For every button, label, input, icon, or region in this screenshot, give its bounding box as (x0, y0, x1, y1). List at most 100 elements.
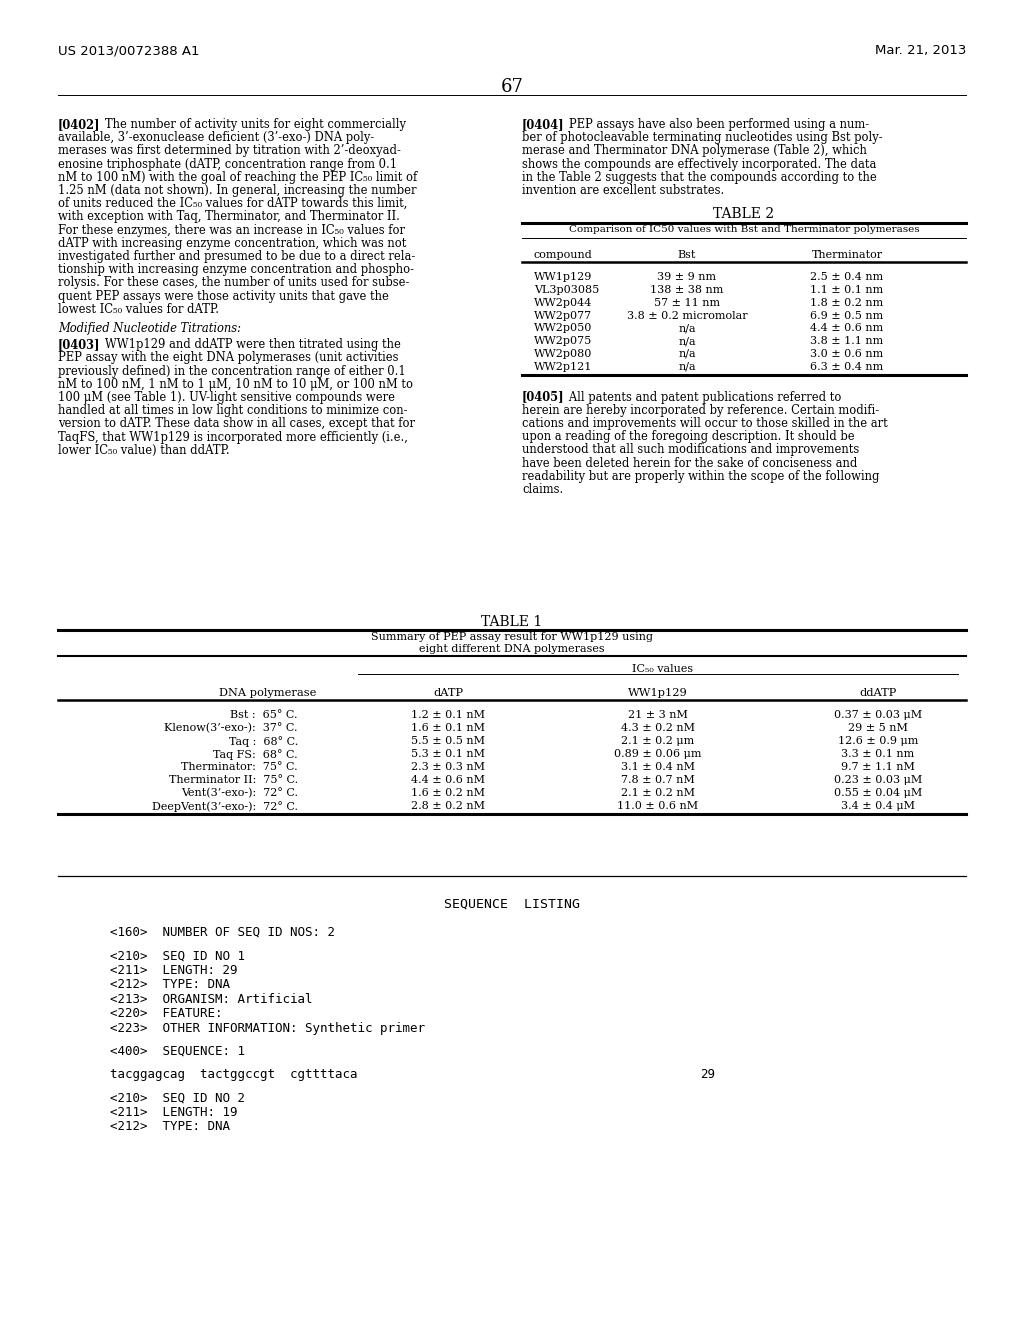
Text: 9.7 ± 1.1 nM: 9.7 ± 1.1 nM (841, 762, 914, 772)
Text: Bst: Bst (678, 251, 696, 260)
Text: 3.1 ± 0.4 nM: 3.1 ± 0.4 nM (621, 762, 695, 772)
Text: previously defined) in the concentration range of either 0.1: previously defined) in the concentration… (58, 364, 406, 378)
Text: enosine triphosphate (dATP, concentration range from 0.1: enosine triphosphate (dATP, concentratio… (58, 157, 397, 170)
Text: [0405]: [0405] (522, 391, 564, 404)
Text: 3.8 ± 0.2 micromolar: 3.8 ± 0.2 micromolar (627, 310, 748, 321)
Text: n/a: n/a (678, 362, 696, 372)
Text: 39 ± 9 nm: 39 ± 9 nm (657, 272, 717, 282)
Text: quent PEP assays were those activity units that gave the: quent PEP assays were those activity uni… (58, 289, 389, 302)
Text: compound: compound (534, 251, 593, 260)
Text: 3.4 ± 0.4 μM: 3.4 ± 0.4 μM (841, 801, 915, 810)
Text: 1.25 nM (data not shown). In general, increasing the number: 1.25 nM (data not shown). In general, in… (58, 183, 417, 197)
Text: VL3p03085: VL3p03085 (534, 285, 599, 294)
Text: WW2p121: WW2p121 (534, 362, 592, 372)
Text: 1.6 ± 0.2 nM: 1.6 ± 0.2 nM (411, 788, 485, 799)
Text: TaqFS, that WW1p129 is incorporated more efficiently (i.e.,: TaqFS, that WW1p129 is incorporated more… (58, 430, 408, 444)
Text: tacggagcag  tactggccgt  cgttttaca: tacggagcag tactggccgt cgttttaca (110, 1068, 357, 1081)
Text: WW2p044: WW2p044 (534, 298, 592, 308)
Text: 3.0 ± 0.6 nm: 3.0 ± 0.6 nm (810, 348, 884, 359)
Text: IC₅₀ values: IC₅₀ values (633, 664, 693, 675)
Text: merase and Therminator DNA polymerase (Table 2), which: merase and Therminator DNA polymerase (T… (522, 144, 867, 157)
Text: eight different DNA polymerases: eight different DNA polymerases (419, 644, 605, 653)
Text: Klenow(3’-exo-):  37° C.: Klenow(3’-exo-): 37° C. (165, 723, 298, 734)
Text: 29: 29 (700, 1068, 715, 1081)
Text: n/a: n/a (678, 323, 696, 334)
Text: Taq :  68° C.: Taq : 68° C. (228, 737, 298, 747)
Text: 4.4 ± 0.6 nm: 4.4 ± 0.6 nm (810, 323, 884, 334)
Text: n/a: n/a (678, 337, 696, 346)
Text: tionship with increasing enzyme concentration and phospho-: tionship with increasing enzyme concentr… (58, 263, 414, 276)
Text: rolysis. For these cases, the number of units used for subse-: rolysis. For these cases, the number of … (58, 276, 410, 289)
Text: with exception with Taq, Therminator, and Therminator II.: with exception with Taq, Therminator, an… (58, 210, 400, 223)
Text: cations and improvements will occur to those skilled in the art: cations and improvements will occur to t… (522, 417, 888, 430)
Text: 2.1 ± 0.2 nM: 2.1 ± 0.2 nM (621, 788, 695, 799)
Text: lower IC₅₀ value) than ddATP.: lower IC₅₀ value) than ddATP. (58, 444, 229, 457)
Text: WW1p129: WW1p129 (628, 688, 688, 698)
Text: 3.8 ± 1.1 nm: 3.8 ± 1.1 nm (810, 337, 884, 346)
Text: 4.4 ± 0.6 nM: 4.4 ± 0.6 nM (411, 775, 485, 785)
Text: 21 ± 3 nM: 21 ± 3 nM (628, 710, 688, 719)
Text: 2.5 ± 0.4 nm: 2.5 ± 0.4 nm (810, 272, 884, 282)
Text: 3.3 ± 0.1 nm: 3.3 ± 0.1 nm (842, 748, 914, 759)
Text: <212>  TYPE: DNA: <212> TYPE: DNA (110, 978, 230, 991)
Text: upon a reading of the foregoing description. It should be: upon a reading of the foregoing descript… (522, 430, 855, 444)
Text: DNA polymerase: DNA polymerase (219, 688, 316, 698)
Text: 11.0 ± 0.6 nM: 11.0 ± 0.6 nM (617, 801, 698, 810)
Text: 1.2 ± 0.1 nM: 1.2 ± 0.1 nM (411, 710, 485, 719)
Text: 12.6 ± 0.9 μm: 12.6 ± 0.9 μm (838, 737, 919, 746)
Text: 7.8 ± 0.7 nM: 7.8 ± 0.7 nM (622, 775, 695, 785)
Text: have been deleted herein for the sake of conciseness and: have been deleted herein for the sake of… (522, 457, 857, 470)
Text: Comparison of IC50 values with Bst and Therminator polymerases: Comparison of IC50 values with Bst and T… (568, 226, 920, 234)
Text: 2.3 ± 0.3 nM: 2.3 ± 0.3 nM (411, 762, 485, 772)
Text: version to dATP. These data show in all cases, except that for: version to dATP. These data show in all … (58, 417, 415, 430)
Text: Taq FS:  68° C.: Taq FS: 68° C. (213, 748, 298, 760)
Text: 0.37 ± 0.03 μM: 0.37 ± 0.03 μM (834, 710, 922, 719)
Text: Mar. 21, 2013: Mar. 21, 2013 (874, 44, 966, 57)
Text: Bst :  65° C.: Bst : 65° C. (230, 710, 298, 719)
Text: <211>  LENGTH: 29: <211> LENGTH: 29 (110, 964, 238, 977)
Text: PEP assay with the eight DNA polymerases (unit activities: PEP assay with the eight DNA polymerases… (58, 351, 398, 364)
Text: dATP with increasing enzyme concentration, which was not: dATP with increasing enzyme concentratio… (58, 236, 407, 249)
Text: <210>  SEQ ID NO 1: <210> SEQ ID NO 1 (110, 949, 245, 962)
Text: 2.8 ± 0.2 nM: 2.8 ± 0.2 nM (411, 801, 485, 810)
Text: <211>  LENGTH: 19: <211> LENGTH: 19 (110, 1106, 238, 1119)
Text: 138 ± 38 nm: 138 ± 38 nm (650, 285, 724, 294)
Text: DeepVent(3’-exo-):  72° C.: DeepVent(3’-exo-): 72° C. (152, 801, 298, 812)
Text: [0402]: [0402] (58, 117, 100, 131)
Text: ddATP: ddATP (859, 688, 897, 698)
Text: <210>  SEQ ID NO 2: <210> SEQ ID NO 2 (110, 1092, 245, 1105)
Text: TABLE 1: TABLE 1 (481, 615, 543, 630)
Text: nM to 100 nM, 1 nM to 1 μM, 10 nM to 10 μM, or 100 nM to: nM to 100 nM, 1 nM to 1 μM, 10 nM to 10 … (58, 378, 413, 391)
Text: n/a: n/a (678, 348, 696, 359)
Text: The number of activity units for eight commercially: The number of activity units for eight c… (94, 117, 406, 131)
Text: 0.23 ± 0.03 μM: 0.23 ± 0.03 μM (834, 775, 923, 785)
Text: claims.: claims. (522, 483, 563, 496)
Text: Summary of PEP assay result for WW1p129 using: Summary of PEP assay result for WW1p129 … (371, 632, 653, 642)
Text: nM to 100 nM) with the goal of reaching the PEP IC₅₀ limit of: nM to 100 nM) with the goal of reaching … (58, 170, 417, 183)
Text: 1.1 ± 0.1 nm: 1.1 ± 0.1 nm (810, 285, 884, 294)
Text: 2.1 ± 0.2 μm: 2.1 ± 0.2 μm (622, 737, 694, 746)
Text: Therminator:  75° C.: Therminator: 75° C. (181, 762, 298, 772)
Text: 100 μM (see Table 1). UV-light sensitive compounds were: 100 μM (see Table 1). UV-light sensitive… (58, 391, 395, 404)
Text: lowest IC₅₀ values for dATP.: lowest IC₅₀ values for dATP. (58, 302, 219, 315)
Text: [0403]: [0403] (58, 338, 100, 351)
Text: 0.89 ± 0.06 μm: 0.89 ± 0.06 μm (614, 748, 701, 759)
Text: invention are excellent substrates.: invention are excellent substrates. (522, 183, 724, 197)
Text: 29 ± 5 nM: 29 ± 5 nM (848, 723, 908, 733)
Text: 6.3 ± 0.4 nm: 6.3 ± 0.4 nm (810, 362, 884, 372)
Text: [0404]: [0404] (522, 117, 564, 131)
Text: <220>  FEATURE:: <220> FEATURE: (110, 1007, 222, 1020)
Text: <160>  NUMBER OF SEQ ID NOS: 2: <160> NUMBER OF SEQ ID NOS: 2 (110, 927, 335, 939)
Text: understood that all such modifications and improvements: understood that all such modifications a… (522, 444, 859, 457)
Text: US 2013/0072388 A1: US 2013/0072388 A1 (58, 44, 200, 57)
Text: SEQUENCE  LISTING: SEQUENCE LISTING (444, 898, 580, 911)
Text: dATP: dATP (433, 688, 463, 698)
Text: <223>  OTHER INFORMATION: Synthetic primer: <223> OTHER INFORMATION: Synthetic prime… (110, 1022, 425, 1035)
Text: 57 ± 11 nm: 57 ± 11 nm (654, 298, 720, 308)
Text: 5.3 ± 0.1 nM: 5.3 ± 0.1 nM (411, 748, 485, 759)
Text: 0.55 ± 0.04 μM: 0.55 ± 0.04 μM (834, 788, 923, 799)
Text: investigated further and presumed to be due to a direct rela-: investigated further and presumed to be … (58, 249, 416, 263)
Text: handled at all times in low light conditions to minimize con-: handled at all times in low light condit… (58, 404, 408, 417)
Text: TABLE 2: TABLE 2 (714, 207, 774, 222)
Text: Therminator: Therminator (811, 251, 883, 260)
